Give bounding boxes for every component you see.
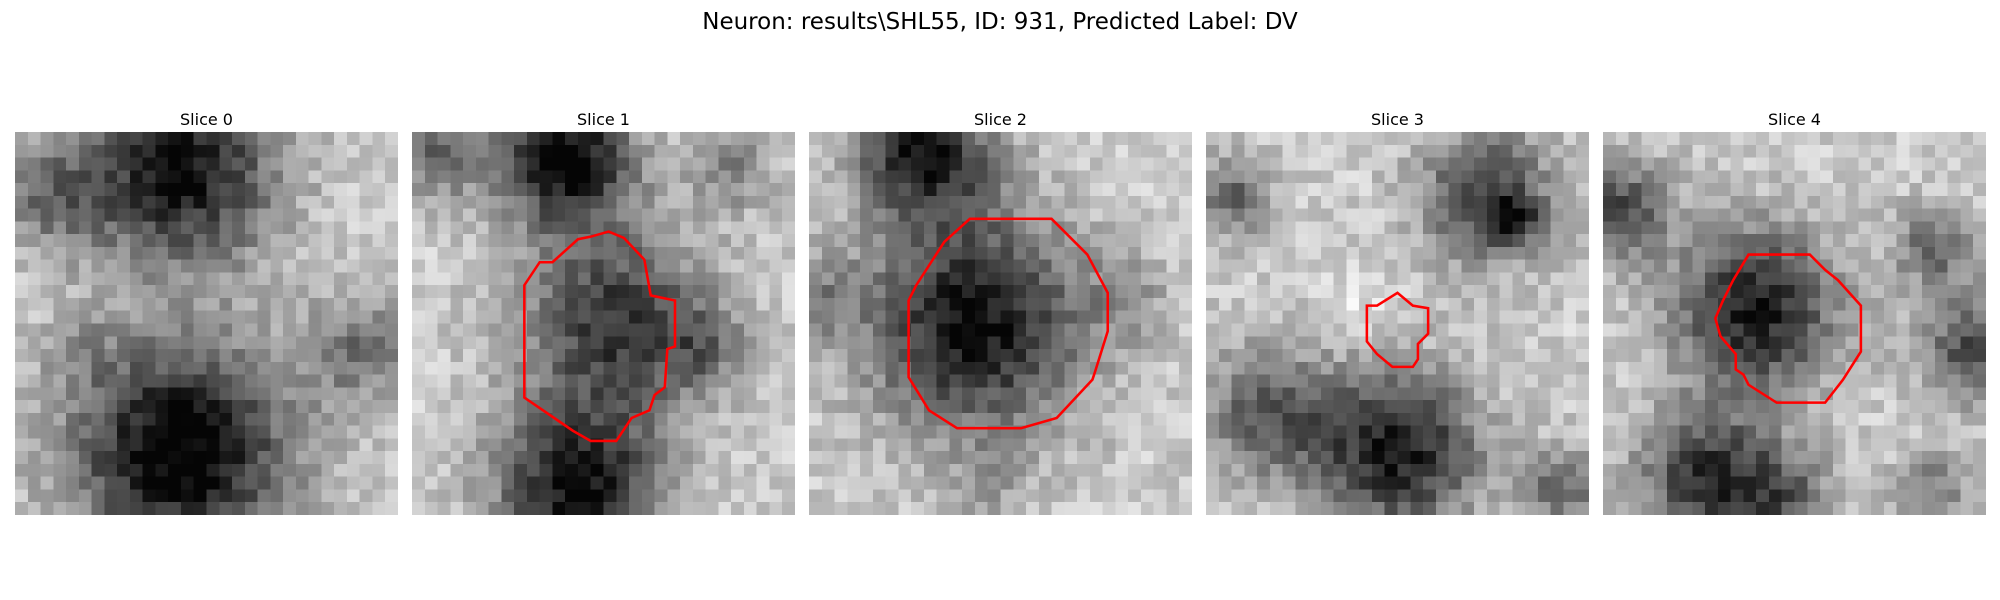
- slice-image-3: [1206, 132, 1589, 515]
- slice-panel-2: Slice 2: [809, 108, 1192, 515]
- slice-title-4: Slice 4: [1768, 110, 1821, 129]
- slice-title-1: Slice 1: [577, 110, 630, 129]
- roi-contour: [907, 217, 1110, 430]
- roi-contour: [1713, 253, 1863, 404]
- slice-panel-0: Slice 0: [15, 108, 398, 515]
- slice-panel-1: Slice 1: [412, 108, 795, 515]
- slice-title-0: Slice 0: [180, 110, 233, 129]
- slice-panel-4: Slice 4: [1603, 108, 1986, 515]
- slice-image-4: [1603, 132, 1986, 515]
- slice-image-1: [412, 132, 795, 515]
- slice-image-0: [15, 132, 398, 515]
- figure-title: Neuron: results\SHL55, ID: 931, Predicte…: [702, 9, 1298, 35]
- slice-panel-3: Slice 3: [1206, 108, 1589, 515]
- slice-title-3: Slice 3: [1371, 110, 1424, 129]
- roi-contour: [523, 230, 677, 443]
- slice-image-2: [809, 132, 1192, 515]
- roi-contour: [1365, 291, 1430, 369]
- slice-title-2: Slice 2: [974, 110, 1027, 129]
